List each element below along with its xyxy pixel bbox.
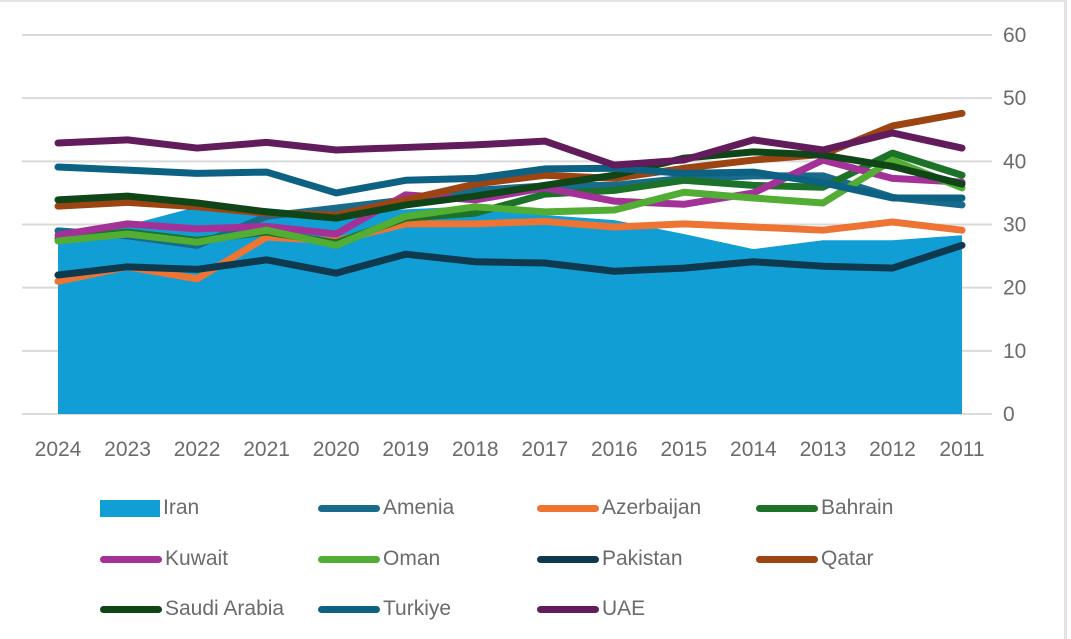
legend-swatch xyxy=(756,504,818,512)
y-tick-label: 10 xyxy=(1003,340,1026,363)
legend-swatch xyxy=(756,555,818,563)
y-axis-ticks: 0 10 20 30 40 50 60 xyxy=(1003,24,1026,426)
line-azerbaijan xyxy=(54,217,966,285)
legend-item-qatar: Qatar xyxy=(756,541,874,577)
legend-label: UAE xyxy=(602,597,646,620)
y-tick-label: 40 xyxy=(1003,150,1026,173)
x-tick-label: 2017 xyxy=(521,438,568,461)
legend-label: Turkiye xyxy=(383,597,452,620)
x-tick-label: 2022 xyxy=(174,438,221,461)
legend-label: Saudi Arabia xyxy=(165,597,285,620)
y-tick-label: 60 xyxy=(1003,24,1026,47)
legend-item-iran: Iran xyxy=(100,490,199,526)
legend-item-bahrain: Bahrain xyxy=(756,490,893,526)
legend-label: Qatar xyxy=(821,547,874,570)
line-pakistan xyxy=(54,241,966,279)
legend-item-uae: UAE xyxy=(537,591,645,627)
legend-swatch xyxy=(537,605,599,613)
legend-swatch xyxy=(100,499,160,517)
legend-swatch xyxy=(537,555,599,563)
x-tick-label: 2015 xyxy=(660,438,707,461)
y-tick-label: 0 xyxy=(1003,403,1015,426)
x-tick-label: 2016 xyxy=(591,438,638,461)
legend-label: Oman xyxy=(383,547,441,570)
line-oman xyxy=(54,156,966,249)
x-tick-label: 2020 xyxy=(313,438,360,461)
x-tick-label: 2021 xyxy=(243,438,290,461)
x-tick-label: 2012 xyxy=(869,438,916,461)
legend-label: Pakistan xyxy=(602,547,683,570)
legend-item-kuwait: Kuwait xyxy=(100,541,228,577)
legend-label: Iran xyxy=(163,496,200,519)
legend-swatch xyxy=(318,504,380,512)
legend-label: Kuwait xyxy=(165,547,229,570)
y-tick-label: 50 xyxy=(1003,87,1026,110)
legend-swatch xyxy=(318,555,380,563)
x-tick-label: 2018 xyxy=(452,438,499,461)
y-tick-label: 30 xyxy=(1003,214,1026,237)
legend-item-saudi-arabia: Saudi Arabia xyxy=(100,591,284,627)
legend-label: Azerbaijan xyxy=(602,496,702,519)
x-tick-label: 2019 xyxy=(382,438,429,461)
legend-item-azerbaijan: Azerbaijan xyxy=(537,490,701,526)
x-tick-label: 2023 xyxy=(104,438,151,461)
x-tick-label: 2011 xyxy=(939,438,984,461)
line-uae xyxy=(54,129,966,169)
legend-item-turkiye: Turkiye xyxy=(318,591,451,627)
legend-swatch xyxy=(100,605,162,613)
line-series xyxy=(54,109,966,285)
legend-item-oman: Oman xyxy=(318,541,440,577)
x-tick-label: 2014 xyxy=(730,438,777,461)
area-iran xyxy=(58,206,962,414)
line-saudi-arabia xyxy=(54,148,966,222)
y-tick-label: 20 xyxy=(1003,277,1026,300)
x-tick-label: 2024 xyxy=(35,438,82,461)
x-tick-label: 2013 xyxy=(800,438,847,461)
legend-swatch xyxy=(537,504,599,512)
x-axis-ticks: 2024 2023 2022 2021 2020 2019 2018 2017 2016 2015… xyxy=(35,438,985,461)
legend-swatch xyxy=(318,605,380,613)
legend-item-amenia: Amenia xyxy=(318,490,454,526)
legend-label: Bahrain xyxy=(821,496,894,519)
line-turkiye xyxy=(54,163,966,202)
legend-swatch xyxy=(100,555,162,563)
legend-item-pakistan: Pakistan xyxy=(537,541,683,577)
legend-label: Amenia xyxy=(383,496,455,519)
